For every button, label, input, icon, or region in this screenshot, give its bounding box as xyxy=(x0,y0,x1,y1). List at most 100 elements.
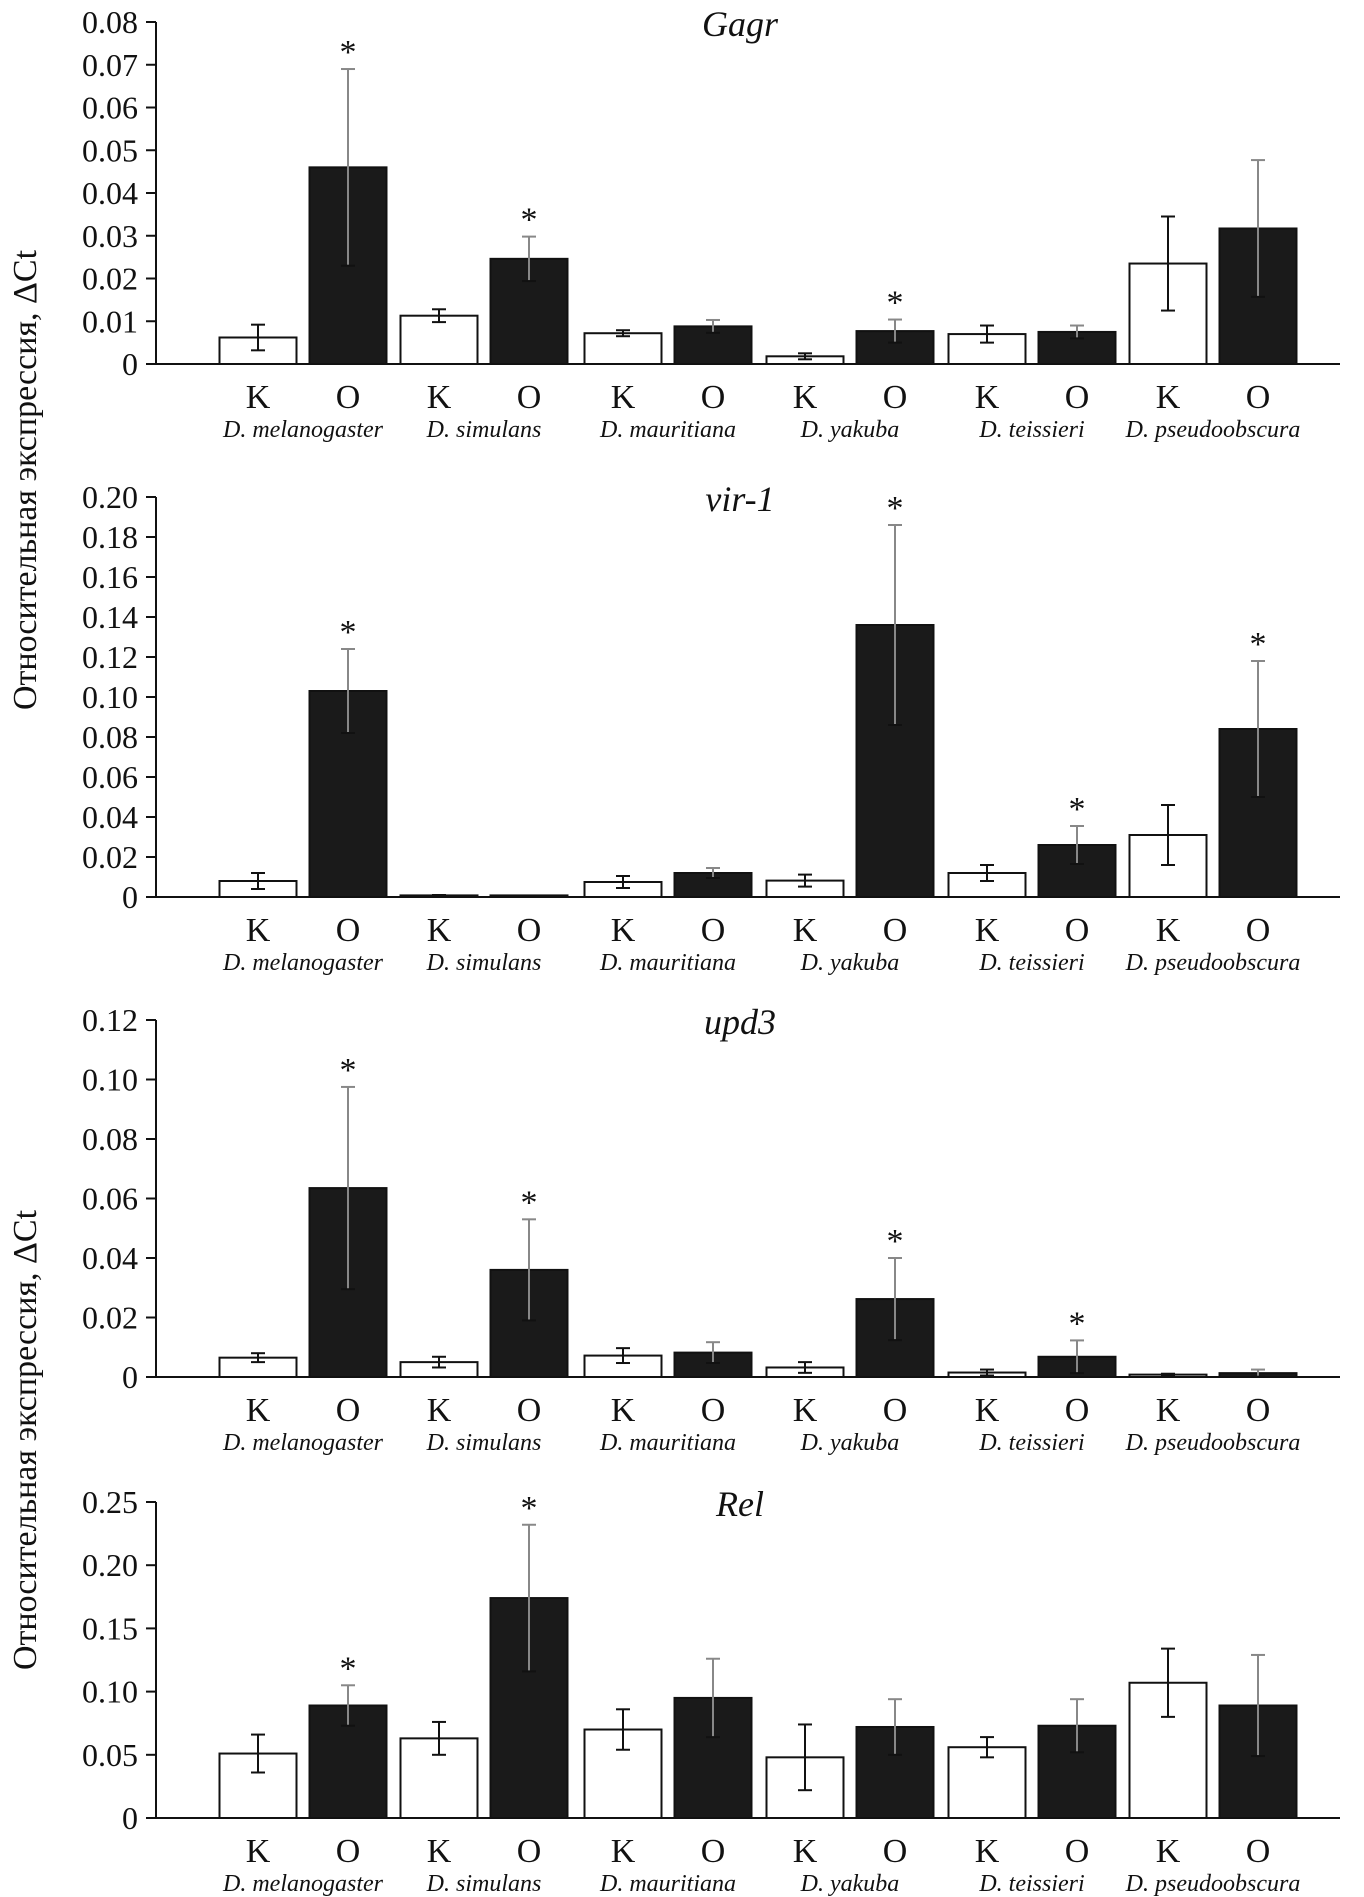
category-label: O xyxy=(883,912,908,949)
category-label: O xyxy=(336,379,361,416)
category-label: K xyxy=(427,379,452,416)
category-label: K xyxy=(611,1392,636,1429)
category-label: K xyxy=(427,1392,452,1429)
y-tick-label: 0.10 xyxy=(82,679,138,715)
y-axis-label: Относительная экспрессия, ΔCt xyxy=(7,249,44,710)
y-tick-label: 0.15 xyxy=(82,1610,138,1646)
y-tick-label: 0.03 xyxy=(82,218,138,254)
category-label: K xyxy=(793,1392,818,1429)
y-tick-label: 0.08 xyxy=(82,719,138,755)
chart-title: vir-1 xyxy=(705,479,774,519)
species-label: D. mauritiana xyxy=(599,1871,736,1897)
category-label: O xyxy=(1065,1833,1090,1870)
category-label: O xyxy=(1065,379,1090,416)
y-tick-label: 0 xyxy=(122,346,138,382)
y-tick-label: 0 xyxy=(122,879,138,915)
y-tick-label: 0.06 xyxy=(82,1181,138,1217)
category-label: O xyxy=(883,1833,908,1870)
category-label: K xyxy=(975,1392,1000,1429)
chart-title: Rel xyxy=(715,1484,764,1524)
species-label: D. simulans xyxy=(426,1871,542,1897)
category-label: O xyxy=(1246,379,1271,416)
y-tick-label: 0.05 xyxy=(82,1737,138,1773)
y-tick-label: 0.25 xyxy=(82,1484,138,1520)
species-label: D. pseudoobscura xyxy=(1125,1871,1301,1897)
y-tick-label: 0.08 xyxy=(82,1121,138,1157)
category-label: O xyxy=(701,1833,726,1870)
category-label: K xyxy=(975,379,1000,416)
species-label: D. simulans xyxy=(426,1430,542,1456)
y-tick-label: 0.02 xyxy=(82,1300,138,1336)
significance-star: * xyxy=(521,1184,538,1221)
chart-panel-vir-1: 0 0.02 0.04 0.06 0.08 0.10 0.12 0.14 0.16 0.18 0.2… xyxy=(82,479,1340,976)
species-label: D. yakuba xyxy=(800,417,900,443)
y-tick-label: 0.02 xyxy=(82,839,138,875)
y-tick-label: 0.04 xyxy=(82,175,138,211)
species-label: D. simulans xyxy=(426,417,542,443)
significance-star: * xyxy=(1069,791,1086,828)
y-tick-label: 0.20 xyxy=(82,1547,138,1583)
significance-star: * xyxy=(340,1650,357,1687)
y-tick-label: 0.05 xyxy=(82,132,138,168)
y-tick-label: 0 xyxy=(122,1800,138,1836)
category-label: O xyxy=(883,1392,908,1429)
species-label: D. pseudoobscura xyxy=(1125,417,1301,443)
y-tick-label: 0.04 xyxy=(82,1240,138,1276)
panels: 0 0.01 0.02 0.03 0.04 0.05 0.06 0.07 0.08 Gagr K * O… xyxy=(82,4,1340,1897)
category-label: K xyxy=(611,379,636,416)
species-label: D. pseudoobscura xyxy=(1125,950,1301,976)
category-label: K xyxy=(793,379,818,416)
category-label: O xyxy=(1246,1833,1271,1870)
species-label: D. melanogaster xyxy=(222,1430,384,1456)
y-tick-label: 0.08 xyxy=(82,4,138,40)
category-label: K xyxy=(975,912,1000,949)
y-tick-label: 0.02 xyxy=(82,261,138,297)
category-label: K xyxy=(427,912,452,949)
category-label: K xyxy=(793,1833,818,1870)
category-label: K xyxy=(246,1392,271,1429)
category-label: K xyxy=(1156,1392,1181,1429)
species-label: D. melanogaster xyxy=(222,417,384,443)
species-label: D. mauritiana xyxy=(599,1430,736,1456)
significance-star: * xyxy=(1250,626,1267,663)
category-label: K xyxy=(1156,379,1181,416)
y-tick-label: 0.04 xyxy=(82,799,138,835)
category-label: O xyxy=(517,1392,542,1429)
species-label: D. yakuba xyxy=(800,950,900,976)
y-tick-label: 0.10 xyxy=(82,1674,138,1710)
chart-title: Gagr xyxy=(702,4,779,44)
category-label: K xyxy=(1156,912,1181,949)
category-label: O xyxy=(336,1833,361,1870)
category-label: K xyxy=(1156,1833,1181,1870)
category-label: K xyxy=(246,1833,271,1870)
category-label: O xyxy=(517,379,542,416)
significance-star: * xyxy=(340,34,357,71)
species-label: D. teissieri xyxy=(978,1871,1084,1897)
species-label: D. teissieri xyxy=(978,417,1084,443)
significance-star: * xyxy=(1069,1305,1086,1342)
species-label: D. pseudoobscura xyxy=(1125,1430,1301,1456)
category-label: O xyxy=(336,1392,361,1429)
significance-star: * xyxy=(340,1052,357,1089)
chart-title: upd3 xyxy=(704,1002,776,1042)
species-label: D. teissieri xyxy=(978,950,1084,976)
category-label: O xyxy=(883,379,908,416)
category-label: O xyxy=(1246,1392,1271,1429)
category-label: K xyxy=(611,1833,636,1870)
y-tick-label: 0.18 xyxy=(82,519,138,555)
y-tick-label: 0.14 xyxy=(82,599,138,635)
bar-O xyxy=(489,257,569,365)
species-label: D. mauritiana xyxy=(599,950,736,976)
y-tick-label: 0.16 xyxy=(82,559,138,595)
y-tick-label: 0.20 xyxy=(82,479,138,515)
category-label: K xyxy=(793,912,818,949)
bar-K xyxy=(947,1746,1027,1819)
category-label: K xyxy=(246,912,271,949)
y-tick-label: 0 xyxy=(122,1359,138,1395)
significance-star: * xyxy=(340,614,357,651)
chart-panel-Gagr: 0 0.01 0.02 0.03 0.04 0.05 0.06 0.07 0.08 Gagr K * O… xyxy=(82,4,1340,443)
y-tick-label: 0.07 xyxy=(82,47,138,83)
y-tick-label: 0.06 xyxy=(82,759,138,795)
